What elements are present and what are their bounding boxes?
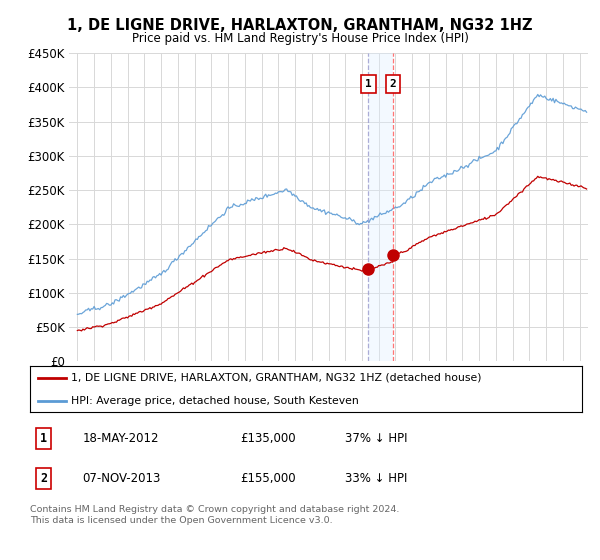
Text: £135,000: £135,000 — [240, 432, 295, 445]
Text: 1, DE LIGNE DRIVE, HARLAXTON, GRANTHAM, NG32 1HZ: 1, DE LIGNE DRIVE, HARLAXTON, GRANTHAM, … — [67, 18, 533, 33]
Text: 1: 1 — [365, 79, 372, 89]
Text: 18-MAY-2012: 18-MAY-2012 — [82, 432, 159, 445]
Text: 07-NOV-2013: 07-NOV-2013 — [82, 472, 161, 485]
Text: 1: 1 — [40, 432, 47, 445]
Text: Price paid vs. HM Land Registry's House Price Index (HPI): Price paid vs. HM Land Registry's House … — [131, 32, 469, 45]
Text: 33% ↓ HPI: 33% ↓ HPI — [344, 472, 407, 485]
Bar — [368, 53, 393, 361]
Text: 37% ↓ HPI: 37% ↓ HPI — [344, 432, 407, 445]
Text: 2: 2 — [40, 472, 47, 485]
Text: Contains HM Land Registry data © Crown copyright and database right 2024.
This d: Contains HM Land Registry data © Crown c… — [30, 505, 400, 525]
Text: 2: 2 — [389, 79, 397, 89]
Text: HPI: Average price, detached house, South Kesteven: HPI: Average price, detached house, Sout… — [71, 395, 359, 405]
Text: £155,000: £155,000 — [240, 472, 295, 485]
Text: 1, DE LIGNE DRIVE, HARLAXTON, GRANTHAM, NG32 1HZ (detached house): 1, DE LIGNE DRIVE, HARLAXTON, GRANTHAM, … — [71, 372, 482, 382]
